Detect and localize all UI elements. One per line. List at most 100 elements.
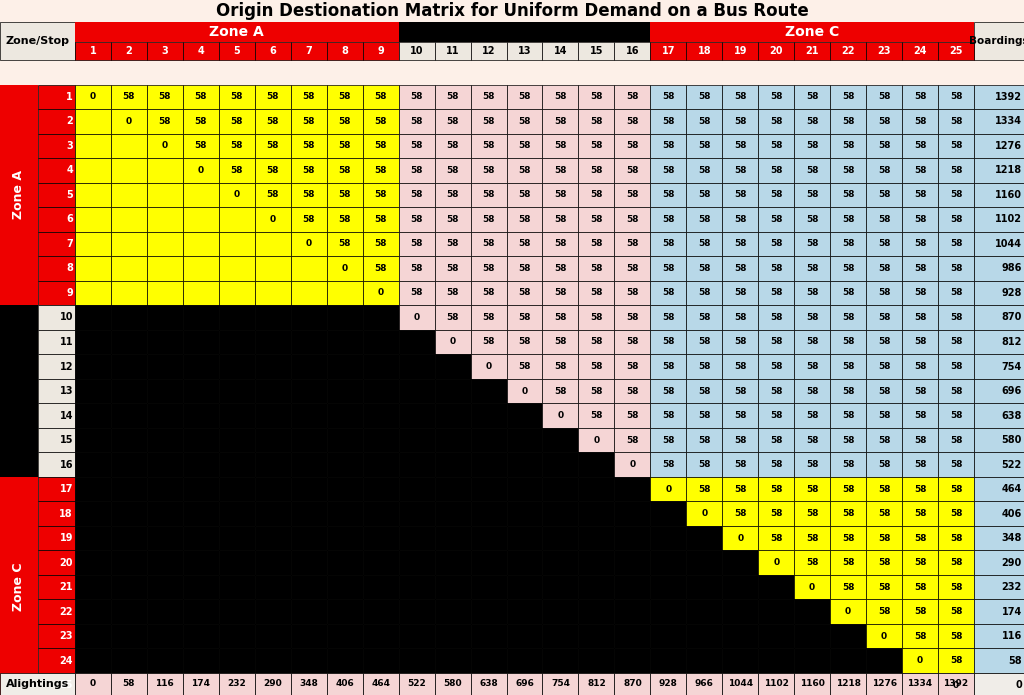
Bar	[758, 575, 795, 600]
Bar	[722, 477, 758, 501]
Bar	[543, 158, 579, 183]
Text: 58: 58	[878, 141, 890, 150]
Bar	[866, 354, 902, 379]
Bar	[722, 109, 758, 133]
Bar	[471, 329, 507, 354]
Bar	[471, 648, 507, 673]
Text: 58: 58	[734, 166, 746, 175]
Bar	[327, 600, 362, 624]
Bar	[146, 501, 183, 526]
Bar	[75, 452, 111, 477]
Text: 58: 58	[950, 386, 963, 395]
Bar	[398, 673, 434, 695]
Text: 58: 58	[878, 166, 890, 175]
Text: 58: 58	[663, 166, 675, 175]
Text: 58: 58	[698, 92, 711, 101]
Text: 0: 0	[162, 141, 168, 150]
Bar	[38, 403, 75, 428]
Bar	[650, 477, 686, 501]
Bar	[938, 256, 974, 281]
Text: 58: 58	[913, 166, 927, 175]
Bar	[507, 648, 543, 673]
Bar	[830, 183, 866, 207]
Bar	[938, 281, 974, 305]
Bar	[938, 501, 974, 526]
Bar	[219, 329, 255, 354]
Bar	[146, 183, 183, 207]
Bar	[722, 42, 758, 60]
Bar	[614, 207, 650, 231]
Bar	[183, 673, 219, 695]
Bar	[722, 624, 758, 648]
Text: 58: 58	[842, 141, 854, 150]
Bar	[795, 428, 830, 452]
Bar	[579, 600, 614, 624]
Bar	[471, 42, 507, 60]
Bar	[291, 281, 327, 305]
Bar	[111, 379, 146, 403]
Text: 58: 58	[806, 558, 818, 567]
Text: 58: 58	[842, 117, 854, 126]
Bar	[543, 526, 579, 550]
Text: 58: 58	[518, 141, 530, 150]
Bar	[579, 133, 614, 158]
Text: 58: 58	[842, 582, 854, 591]
Text: 174: 174	[1001, 607, 1022, 616]
Text: 58: 58	[806, 313, 818, 322]
Bar	[183, 329, 219, 354]
Bar	[219, 354, 255, 379]
Bar	[255, 403, 291, 428]
Text: 0: 0	[630, 460, 636, 469]
Text: 58: 58	[878, 460, 890, 469]
Text: 58: 58	[266, 166, 279, 175]
Bar	[650, 501, 686, 526]
Bar	[75, 379, 111, 403]
Bar	[291, 329, 327, 354]
Bar	[507, 624, 543, 648]
Text: 7: 7	[305, 46, 312, 56]
Bar	[830, 673, 866, 695]
Bar	[795, 550, 830, 575]
Text: 0: 0	[881, 632, 887, 641]
Bar	[507, 379, 543, 403]
Bar	[327, 648, 362, 673]
Bar	[543, 452, 579, 477]
Text: 58: 58	[913, 386, 927, 395]
Bar	[471, 379, 507, 403]
Bar	[75, 477, 111, 501]
Text: 58: 58	[590, 92, 603, 101]
Bar	[146, 85, 183, 109]
Bar	[650, 329, 686, 354]
Text: 58: 58	[698, 141, 711, 150]
Text: 5: 5	[233, 46, 241, 56]
Text: 0: 0	[414, 313, 420, 322]
Text: 58: 58	[302, 190, 315, 199]
Text: 0: 0	[485, 362, 492, 371]
Bar	[219, 305, 255, 329]
Bar	[938, 575, 974, 600]
Bar	[434, 281, 471, 305]
Bar	[362, 379, 398, 403]
Text: 58: 58	[878, 558, 890, 567]
Text: 25: 25	[59, 680, 73, 690]
Bar	[830, 281, 866, 305]
Text: 58: 58	[878, 215, 890, 224]
Bar	[938, 379, 974, 403]
Bar	[327, 428, 362, 452]
Bar	[938, 42, 974, 60]
Bar	[38, 158, 75, 183]
Text: 58: 58	[663, 190, 675, 199]
Bar	[686, 158, 722, 183]
Bar	[974, 183, 1024, 207]
Bar	[974, 428, 1024, 452]
Bar	[722, 428, 758, 452]
Bar	[111, 109, 146, 133]
Bar	[902, 526, 938, 550]
Bar	[471, 550, 507, 575]
Bar	[507, 550, 543, 575]
Bar	[974, 281, 1024, 305]
Bar	[866, 648, 902, 673]
Bar	[38, 109, 75, 133]
Bar	[758, 648, 795, 673]
Text: 58: 58	[806, 411, 818, 420]
